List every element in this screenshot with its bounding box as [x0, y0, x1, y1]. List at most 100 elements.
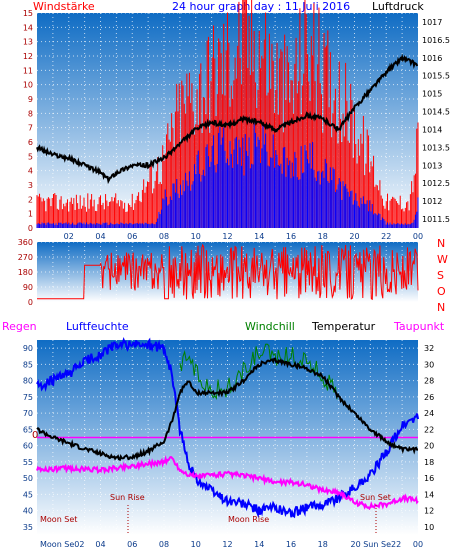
windchill-line — [179, 343, 338, 401]
wind-tick-label: 7 — [28, 124, 33, 133]
humidity-axis: 35 40 45 50 55 60 65 70 75 80 85 90 — [23, 344, 33, 532]
direction-axis: 0 90 180 270 360 — [18, 238, 33, 307]
time-tick-label: 12 — [222, 540, 232, 549]
humidity-tick-label: 40 — [23, 507, 33, 516]
temperature-tick-label: 22 — [424, 425, 434, 434]
wind-tick-label: 14 — [23, 23, 33, 32]
time-axis-bottom: Moon Se02 04 06 08 10 12 14 16 18 20 Sun Se22 00 — [40, 540, 423, 549]
humidity-tick-label: 75 — [23, 393, 33, 402]
temperature-tick-label: 16 — [424, 474, 434, 483]
wind-tick-label: 0 — [28, 224, 33, 233]
wind-tick-label: 2 — [28, 195, 33, 204]
pressure-tick-label: 1012.5 — [422, 179, 450, 188]
direction-tick-label: 90 — [23, 283, 33, 292]
time-tick-label: 18 — [318, 232, 328, 241]
humidity-tick-label: 55 — [23, 458, 33, 467]
time-tick-label: 08 — [159, 540, 169, 549]
pressure-tick-label: 1015.5 — [422, 72, 450, 81]
humidity-tick-label: 60 — [23, 442, 33, 451]
temperature-tick-label: 14 — [424, 490, 434, 499]
pressure-tick-label: 1012 — [422, 197, 442, 206]
luftdruck-label: Luftdruck — [372, 0, 424, 13]
time-tick-label: 10 — [191, 540, 201, 549]
compass-label: O — [437, 285, 446, 298]
humidity-tick-label: 50 — [23, 474, 33, 483]
wind-bars — [36, 0, 419, 228]
wind-tick-label: 6 — [28, 138, 33, 147]
windstaerke-label: Windstärke — [33, 0, 95, 13]
legend-taupunkt: Taupunkt — [393, 320, 445, 333]
temperature-tick-label: 10 — [424, 523, 434, 532]
humidity-line — [36, 336, 419, 519]
time-tick-label: Moon Se02 — [40, 540, 84, 549]
time-tick-label: 06 — [127, 232, 137, 241]
humidity-tick-label: 45 — [23, 490, 33, 499]
wind-tick-label: 13 — [23, 38, 33, 47]
compass-label: W — [437, 253, 448, 266]
wind-tick-label: 10 — [23, 81, 33, 90]
time-tick-label: 04 — [95, 540, 105, 549]
pressure-tick-label: 1014 — [422, 125, 442, 134]
pressure-tick-label: 1014.5 — [422, 108, 450, 117]
time-tick-label: 16 — [286, 232, 296, 241]
compass-label: N — [437, 301, 445, 314]
wind-tick-label: 5 — [28, 152, 33, 161]
humidity-tick-label: 65 — [23, 425, 33, 434]
legend-temperatur: Temperatur — [311, 320, 376, 333]
humidity-tick-label: 35 — [23, 523, 33, 532]
temp-humidity-grid — [37, 340, 418, 535]
pressure-tick-label: 1015 — [422, 90, 442, 99]
time-tick-label: 00 — [413, 232, 423, 241]
wind-tick-label: 15 — [23, 9, 33, 18]
time-axis: 02 04 06 08 10 12 14 16 18 20 22 00 — [64, 232, 423, 241]
time-tick-label: 22 — [381, 232, 391, 241]
time-tick-label: 02 — [64, 232, 74, 241]
rain-value: 0 — [32, 430, 38, 441]
moon-rise-annotation: Moon Rise — [228, 515, 269, 524]
time-tick-label: 14 — [254, 232, 264, 241]
temperature-axis: 10 12 14 16 18 20 22 24 26 28 30 32 — [424, 344, 434, 532]
temperature-tick-label: 18 — [424, 458, 434, 467]
time-tick-label: 06 — [127, 540, 137, 549]
temperature-tick-label: 30 — [424, 360, 434, 369]
time-tick-label: 00 — [413, 540, 423, 549]
humidity-tick-label: 70 — [23, 409, 33, 418]
humidity-tick-label: 80 — [23, 377, 33, 386]
dewpoint-line — [36, 454, 419, 511]
time-tick-label: 18 — [318, 540, 328, 549]
pressure-tick-label: 1013 — [422, 161, 442, 170]
chart-title: 24 hour graph day : 11 Juli 2016 — [172, 0, 350, 13]
pressure-tick-label: 1013.5 — [422, 143, 450, 152]
pressure-tick-label: 1016.5 — [422, 36, 450, 45]
time-tick-label: 20 — [349, 232, 359, 241]
time-tick-label: 04 — [95, 232, 105, 241]
temperature-tick-label: 28 — [424, 377, 434, 386]
time-tick-label: 14 — [254, 540, 264, 549]
humidity-tick-label: 90 — [23, 344, 33, 353]
wind-direction-line — [37, 243, 419, 301]
pressure-axis: 1011.5 1012 1012.5 1013 1013.5 1014 1014.5 1015… — [422, 18, 450, 224]
direction-tick-label: 0 — [28, 298, 33, 307]
legend-luftfeuchte: Luftfeuchte — [66, 320, 129, 333]
temperature-tick-label: 12 — [424, 507, 434, 516]
time-tick-label: 08 — [159, 232, 169, 241]
wind-tick-label: 1 — [28, 210, 33, 219]
temperature-tick-label: 26 — [424, 393, 434, 402]
moon-set-annotation: Moon Set — [40, 515, 77, 524]
direction-tick-label: 180 — [18, 268, 33, 277]
temperature-tick-label: 32 — [424, 344, 434, 353]
pressure-tick-label: 1011.5 — [422, 215, 450, 224]
wind-tick-label: 8 — [28, 109, 33, 118]
temperature-line — [36, 357, 418, 461]
temperature-tick-label: 24 — [424, 409, 434, 418]
temperature-tick-label: 20 — [424, 442, 434, 451]
wind-tick-label: 4 — [28, 167, 33, 176]
legend-windchill: Windchill — [245, 320, 295, 333]
pressure-tick-label: 1016 — [422, 54, 442, 63]
time-tick-label: 10 — [191, 232, 201, 241]
pressure-line — [36, 53, 419, 185]
compass-label: S — [437, 269, 444, 282]
wind-tick-label: 12 — [23, 52, 33, 61]
time-tick-label: 20 Sun Se22 — [351, 540, 402, 549]
